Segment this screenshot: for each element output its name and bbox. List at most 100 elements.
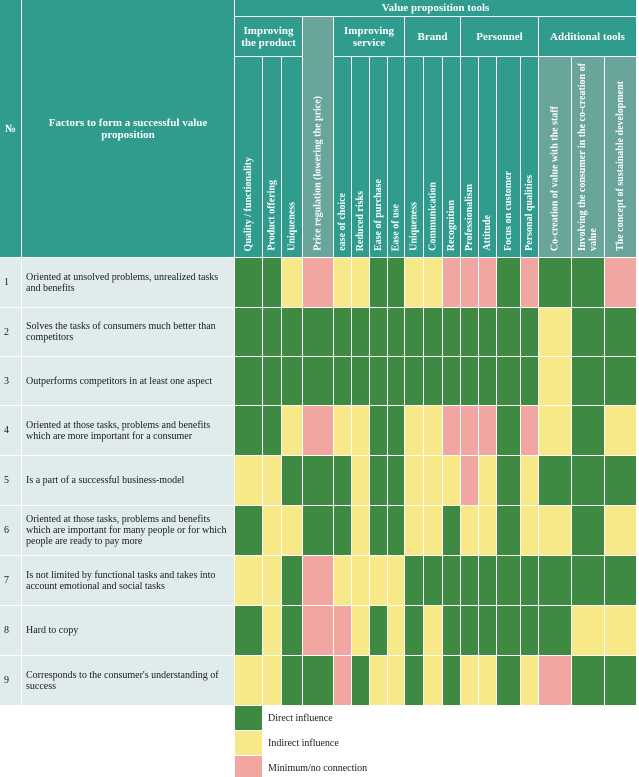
influence-cell [303, 656, 334, 706]
influence-cell [572, 258, 605, 308]
influence-cell [352, 606, 370, 656]
influence-cell [443, 308, 461, 357]
influence-cell [443, 406, 461, 456]
influence-cell [605, 357, 637, 406]
influence-cell [303, 506, 334, 556]
column-header-label: Attitude [482, 215, 493, 251]
column-header-label: Personal qualities [524, 175, 535, 251]
influence-cell [497, 357, 521, 406]
influence-cell [424, 308, 443, 357]
influence-cell [521, 656, 539, 706]
legend-label: Minimum/no connection [268, 762, 368, 774]
influence-cell [388, 406, 405, 456]
group-header: Additional tools [539, 17, 637, 57]
factor-label: Is not limited by functional tasks and t… [22, 556, 235, 606]
influence-cell [303, 258, 334, 308]
influence-cell [235, 556, 263, 606]
influence-cell [303, 357, 334, 406]
influence-cell [352, 506, 370, 556]
influence-cell [263, 308, 282, 357]
influence-cell [424, 506, 443, 556]
column-header: Professionalism [461, 57, 479, 258]
influence-cell [405, 258, 424, 308]
influence-cell [405, 357, 424, 406]
column-header-label: Recognition [446, 199, 457, 251]
column-header: Price regulation (lowering the price) [303, 17, 334, 258]
group-header: Personnel [461, 17, 539, 57]
influence-cell [334, 406, 352, 456]
column-header-label: Quality / functionality [243, 156, 254, 251]
influence-cell [539, 258, 572, 308]
column-header-label: Focus on customer [503, 171, 514, 251]
row-number: 9 [0, 656, 22, 706]
influence-cell [461, 656, 479, 706]
value-proposition-tools-header: Value proposition tools [235, 0, 637, 17]
influence-cell [388, 556, 405, 606]
influence-cell [282, 506, 303, 556]
column-header-label: Involving the consumer in the co-creatio… [577, 63, 599, 251]
influence-cell [539, 357, 572, 406]
influence-cell [352, 556, 370, 606]
influence-cell [370, 606, 388, 656]
influence-cell [479, 357, 497, 406]
influence-cell [282, 357, 303, 406]
influence-cell [370, 656, 388, 706]
influence-cell [572, 606, 605, 656]
group-header: Improving the product [235, 17, 303, 57]
factor-label: Oriented at those tasks, problems and be… [22, 506, 235, 556]
influence-cell [370, 456, 388, 506]
column-header-label: Communication [427, 182, 439, 251]
influence-cell [235, 308, 263, 357]
influence-cell [334, 357, 352, 406]
influence-cell [263, 258, 282, 308]
influence-cell [479, 606, 497, 656]
influence-cell [405, 556, 424, 606]
influence-cell [479, 506, 497, 556]
influence-cell [424, 456, 443, 506]
influence-cell [370, 506, 388, 556]
influence-cell [370, 406, 388, 456]
influence-cell [479, 456, 497, 506]
influence-cell [303, 406, 334, 456]
factor-label: Solves the tasks of consumers much bette… [22, 308, 235, 357]
influence-cell [263, 406, 282, 456]
influence-cell [521, 357, 539, 406]
influence-cell [424, 258, 443, 308]
group-header: Improving service [334, 17, 405, 57]
influence-cell [282, 258, 303, 308]
influence-cell [461, 258, 479, 308]
influence-cell [605, 308, 637, 357]
number-column-header: № [0, 0, 22, 258]
influence-cell [539, 308, 572, 357]
influence-cell [235, 606, 263, 656]
influence-cell [479, 656, 497, 706]
factors-column-header: Factors to form a successful value propo… [22, 0, 235, 258]
influence-cell [443, 506, 461, 556]
influence-cell [303, 456, 334, 506]
influence-cell [388, 656, 405, 706]
influence-cell [282, 656, 303, 706]
legend-swatch [235, 731, 262, 755]
influence-cell [334, 556, 352, 606]
influence-cell [539, 406, 572, 456]
influence-cell [521, 406, 539, 456]
influence-cell [461, 556, 479, 606]
influence-cell [388, 308, 405, 357]
influence-cell [388, 357, 405, 406]
row-number: 1 [0, 258, 22, 308]
influence-cell [334, 258, 352, 308]
influence-cell [235, 357, 263, 406]
influence-cell [235, 506, 263, 556]
factor-label: Oriented at unsolved problems, unrealize… [22, 258, 235, 308]
legend-label: Direct influence [268, 712, 333, 724]
influence-cell [263, 506, 282, 556]
influence-cell [235, 656, 263, 706]
influence-cell [303, 606, 334, 656]
influence-cell [303, 556, 334, 606]
influence-cell [352, 656, 370, 706]
influence-cell [521, 556, 539, 606]
factor-label: Hard to copy [22, 606, 235, 656]
influence-cell [521, 606, 539, 656]
legend-swatch [235, 706, 262, 730]
influence-cell [497, 258, 521, 308]
